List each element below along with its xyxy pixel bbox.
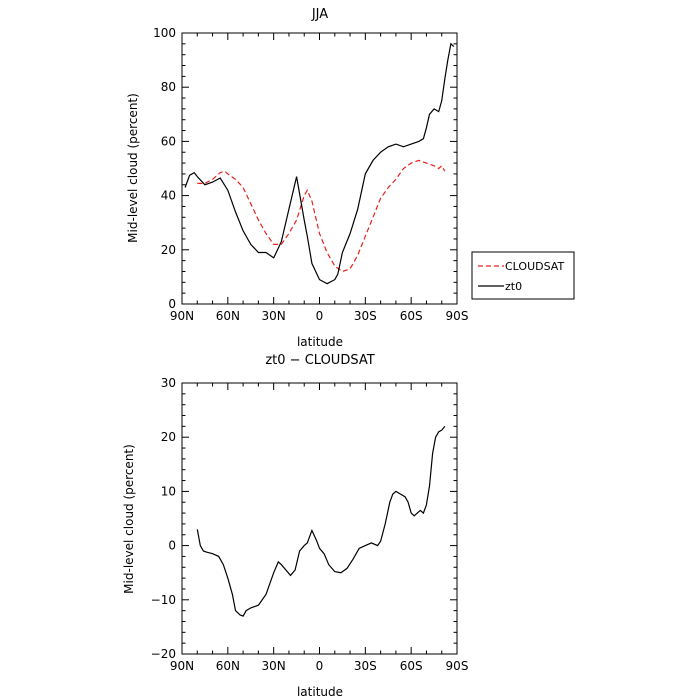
- legend-label-cloudsat: CLOUDSAT: [505, 260, 564, 273]
- tick-group: 90N 60N 30N 0 30S 60S 90S 0 20 40 60 80 100: [153, 26, 468, 323]
- top-chart: JJA latitude Mid-level cloud (percent) 9…: [126, 7, 468, 349]
- y-tick-label: 20: [161, 243, 176, 257]
- x-tick-label: 60S: [400, 309, 423, 323]
- x-tick-label: 0: [316, 659, 324, 673]
- y-tick-label: −20: [151, 647, 176, 661]
- y-axis-title: Mid-level cloud (percent): [122, 444, 136, 594]
- x-tick-label: 30S: [354, 659, 377, 673]
- x-tick-label: 60S: [400, 659, 423, 673]
- tick-group: 90N 60N 30N 0 30S 60S 90S −20 −10 0 10 20 30: [151, 376, 469, 673]
- y-tick-label: 10: [161, 484, 176, 498]
- x-tick-label: 90N: [170, 659, 194, 673]
- x-tick-label: 0: [316, 309, 324, 323]
- x-tick-label: 90S: [446, 659, 469, 673]
- series-group: [184, 42, 455, 285]
- x-tick-label: 30N: [262, 309, 286, 323]
- chart-title: JJA: [311, 7, 328, 22]
- y-tick-label: 0: [168, 539, 176, 553]
- series-line-cloudsat: [197, 159, 446, 273]
- legend-frame: [471, 251, 575, 300]
- x-tick-label: 30S: [354, 309, 377, 323]
- plot-frame: [181, 32, 458, 305]
- x-axis-title: latitude: [297, 335, 343, 349]
- x-tick-label: 60N: [216, 659, 240, 673]
- y-axis-title: Mid-level cloud (percent): [126, 93, 140, 243]
- x-axis-title: latitude: [297, 685, 343, 699]
- legend-label-zt0: zt0: [505, 280, 522, 293]
- y-tick-label: 40: [161, 189, 176, 203]
- x-tick-label: 90N: [170, 309, 194, 323]
- y-tick-label: −10: [151, 593, 176, 607]
- chart-title: zt0 − CLOUDSAT: [265, 353, 374, 368]
- y-tick-label: 80: [161, 80, 176, 94]
- y-tick-label: 30: [161, 376, 176, 390]
- series-line-zt0: [184, 42, 455, 285]
- x-tick-label: 90S: [446, 309, 469, 323]
- x-tick-label: 30N: [262, 659, 286, 673]
- y-tick-label: 0: [168, 297, 176, 311]
- series-group: [196, 426, 446, 617]
- plot-frame: [181, 382, 458, 655]
- y-tick-label: 60: [161, 134, 176, 148]
- series-line-diff-0: [196, 426, 446, 617]
- x-tick-label: 60N: [216, 309, 240, 323]
- legend: CLOUDSAT zt0: [471, 251, 575, 300]
- y-tick-label: 100: [153, 26, 176, 40]
- bottom-chart: zt0 − CLOUDSAT latitude Mid-level cloud …: [122, 353, 468, 699]
- y-tick-label: 20: [161, 430, 176, 444]
